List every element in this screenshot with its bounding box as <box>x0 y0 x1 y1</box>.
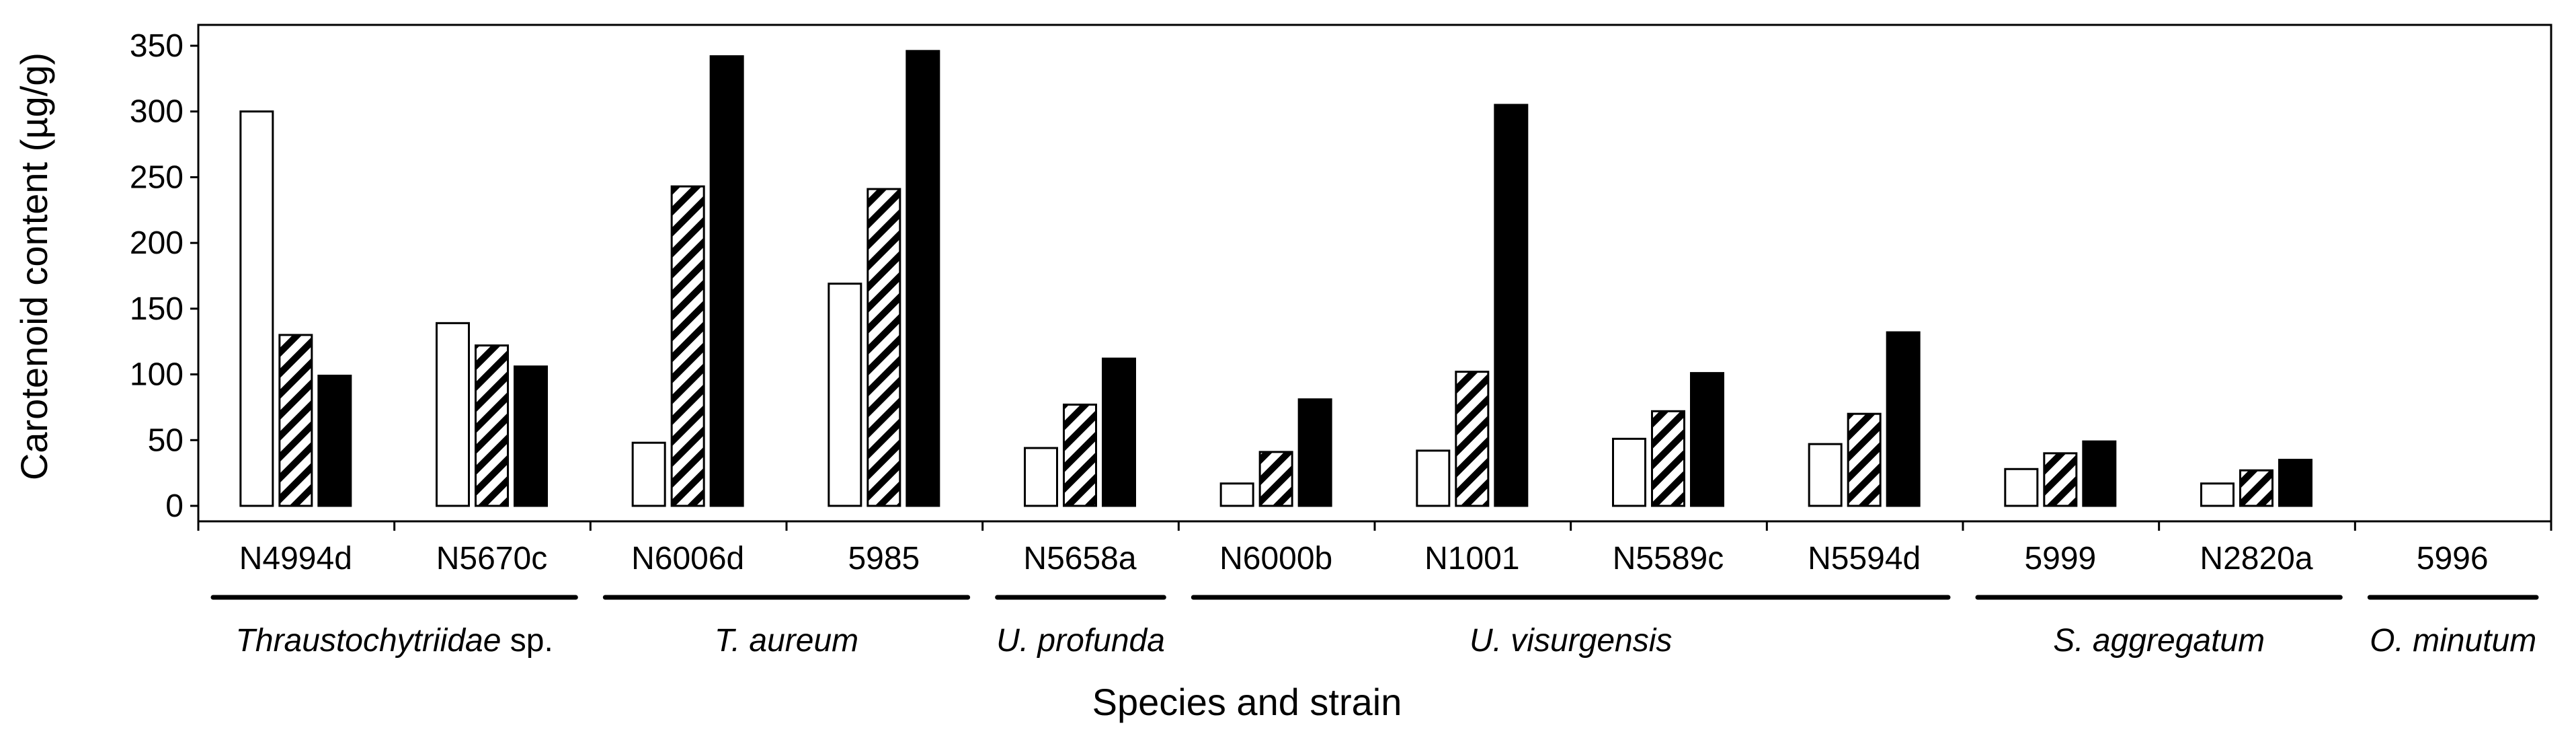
hatched-bar-N5670c <box>475 344 509 507</box>
x-axis: N4994d N5670c N6006d 5985 N5658a N6000b N1001 N… <box>197 521 2552 576</box>
hatched-bar-N5589c <box>1651 410 1685 507</box>
x-axis-title: Species and strain <box>1092 681 1402 723</box>
y-axis-title: Carotenoid content (µg/g) <box>13 52 55 480</box>
white-bar-N1001 <box>1416 449 1451 507</box>
bars-layer <box>239 50 2312 507</box>
x-tick-label: N5594d <box>1808 541 1921 576</box>
species-group-label: U. visurgensis <box>1470 623 1672 659</box>
hatched-bar-N2820a <box>2239 469 2273 507</box>
white-bar-N5589c <box>1612 437 1646 507</box>
x-tick-label: N4994d <box>239 541 352 576</box>
hatched-bar-N4994d <box>278 334 313 507</box>
y-tick-label: 250 <box>130 159 184 195</box>
black-bar-N2820a <box>2278 459 2312 507</box>
species-group-label: T. aureum <box>715 623 858 659</box>
white-bar-N5670c <box>436 322 470 507</box>
species-group-label: U. profunda <box>996 623 1165 659</box>
hatched-bar-5999 <box>2043 452 2078 507</box>
y-axis: 0 50 100 150 200 250 300 350 <box>130 28 198 524</box>
white-bar-N5594d <box>1808 443 1843 507</box>
y-tick-label: 300 <box>130 94 184 130</box>
black-bar-N1001 <box>1494 104 1529 507</box>
black-bar-5985 <box>905 50 940 507</box>
y-tick-label: 200 <box>130 225 184 261</box>
black-bar-5999 <box>2082 440 2117 507</box>
x-tick-label: N5658a <box>1023 541 1136 576</box>
hatched-bar-N6000b <box>1258 451 1293 507</box>
x-tick-label: N5670c <box>436 541 547 576</box>
white-bar-N6006d <box>631 441 666 507</box>
x-tick-label: N5589c <box>1613 541 1724 576</box>
x-tick-label: N6006d <box>631 541 744 576</box>
species-group-label: O. minutum <box>2370 623 2536 659</box>
y-tick-label: 50 <box>148 422 184 458</box>
hatched-bar-N5594d <box>1847 412 1882 507</box>
y-tick-label: 350 <box>130 28 184 64</box>
white-bar-5999 <box>2004 468 2039 507</box>
species-group-label: Thraustochytriidae sp. <box>236 623 553 659</box>
hatched-bar-N6006d <box>670 185 705 507</box>
black-bar-N6006d <box>709 55 744 507</box>
x-tick-label: 5996 <box>2417 541 2489 576</box>
black-bar-N5594d <box>1886 331 1921 507</box>
hatched-bar-5985 <box>867 188 901 507</box>
x-tick-label: N1001 <box>1424 541 1519 576</box>
black-bar-N5589c <box>1690 372 1724 507</box>
y-tick-label: 100 <box>130 357 184 393</box>
black-bar-N5670c <box>514 365 548 507</box>
hatched-bar-N5658a <box>1063 404 1097 507</box>
plot-frame <box>197 24 2552 523</box>
species-group-label: S. aggregatum <box>2053 623 2265 659</box>
hatched-bar-N1001 <box>1455 371 1490 507</box>
white-bar-N6000b <box>1219 482 1254 507</box>
black-bar-N4994d <box>317 375 352 507</box>
y-tick-label: 0 <box>165 488 184 524</box>
species-groups: Thraustochytriidae sp. T. aureum U. profun… <box>210 595 2539 659</box>
white-bar-5985 <box>828 283 862 507</box>
x-tick-label: 5999 <box>2024 541 2096 576</box>
black-bar-N5658a <box>1102 357 1136 507</box>
y-tick-label: 150 <box>130 291 184 327</box>
x-tick-label: N2820a <box>2200 541 2312 576</box>
x-tick-label: 5985 <box>848 541 920 576</box>
white-bar-N4994d <box>239 110 274 507</box>
black-bar-N6000b <box>1297 398 1332 507</box>
white-bar-N5658a <box>1024 447 1058 507</box>
x-tick-label: N6000b <box>1219 541 1332 576</box>
white-bar-N2820a <box>2200 482 2235 507</box>
